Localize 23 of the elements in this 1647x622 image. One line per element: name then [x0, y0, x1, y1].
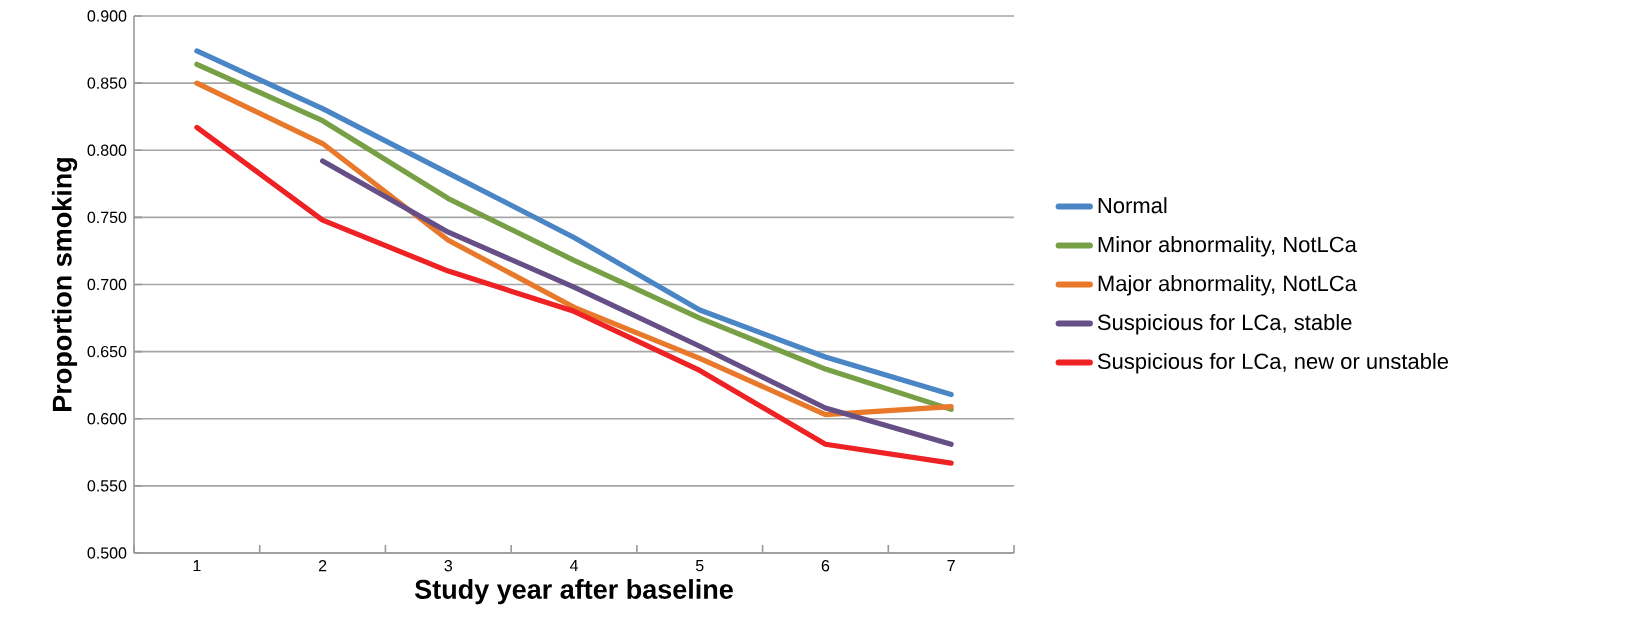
x-tick-label: 4 [569, 560, 578, 572]
y-tick-label: 0.850 [87, 77, 127, 89]
y-tick-label: 0.750 [87, 211, 127, 224]
legend-label: Minor abnormality, NotLCa [1098, 236, 1357, 257]
x-tick-label: 7 [947, 560, 955, 572]
x-tick-label: 5 [695, 560, 704, 572]
y-axis-title: Proportion smoking [51, 158, 78, 411]
x-axis-title: Study year after baseline [414, 579, 733, 605]
x-tick-label: 3 [444, 560, 453, 572]
y-tick-label: 0.800 [87, 144, 127, 156]
legend-label: Major abnormality, NotLCa [1098, 275, 1357, 296]
x-tick-label: 2 [318, 560, 327, 572]
legend-label: Normal [1098, 197, 1167, 214]
x-tick-label: 6 [821, 560, 830, 572]
legend-label: Suspicious for LCa, stable [1097, 313, 1352, 335]
y-tick-label: 0.550 [87, 480, 127, 492]
y-tick-label: 0.900 [87, 10, 127, 22]
y-tick-label: 0.600 [87, 413, 127, 425]
y-tick-label: 0.500 [87, 547, 127, 559]
y-tick-label: 0.700 [87, 278, 127, 291]
legend-label: Suspicious for LCa, new or unstable [1097, 352, 1449, 374]
y-tick-label: 0.650 [87, 345, 127, 358]
x-tick-label: 1 [193, 560, 201, 572]
